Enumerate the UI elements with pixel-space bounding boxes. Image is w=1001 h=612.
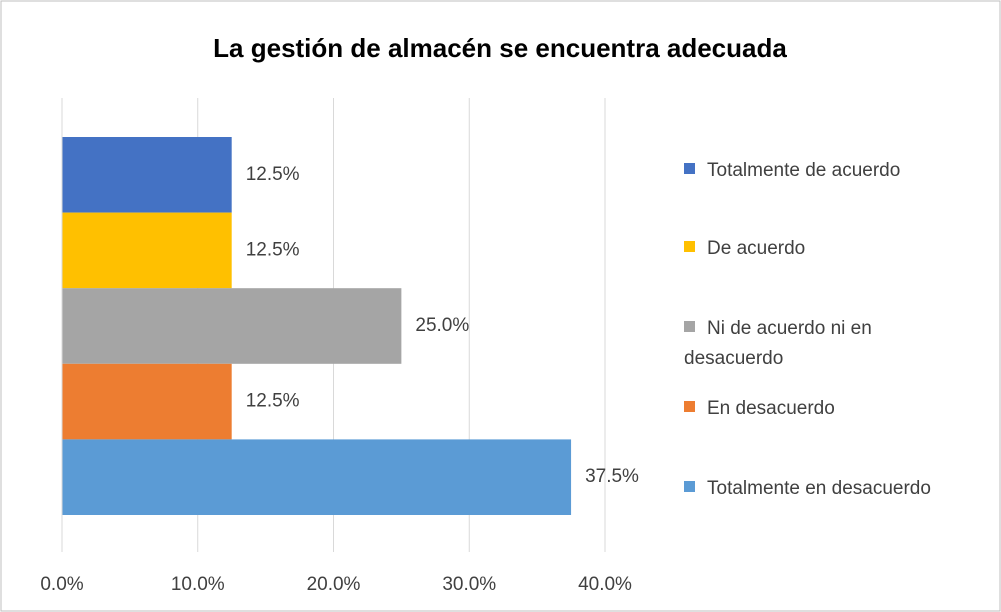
legend-swatch <box>684 321 695 333</box>
data-label: 12.5% <box>246 164 300 185</box>
x-tick-label: 30.0% <box>442 574 496 595</box>
data-label: 12.5% <box>246 239 300 260</box>
legend-item: Totalmente en desacuerdo <box>684 474 964 504</box>
legend-label: En desacuerdo <box>707 398 835 419</box>
bar <box>62 137 232 213</box>
data-label: 25.0% <box>415 315 469 336</box>
legend-item: De acuerdo <box>684 234 964 264</box>
chart-title: La gestión de almacén se encuentra adecu… <box>213 33 787 63</box>
data-label: 12.5% <box>246 391 300 412</box>
bar <box>62 363 232 440</box>
legend-item: Ni de acuerdo ni en desacuerdo <box>684 314 964 374</box>
legend-label: Totalmente de acuerdo <box>707 160 901 181</box>
bar <box>62 212 232 289</box>
bar <box>62 439 572 515</box>
data-label: 37.5% <box>585 466 639 487</box>
legend-swatch <box>684 481 695 493</box>
x-tick-label: 20.0% <box>307 574 361 595</box>
legend-item: En desacuerdo <box>684 394 964 424</box>
legend-swatch <box>684 241 695 253</box>
legend-swatch <box>684 163 695 175</box>
legend-label: Ni de acuerdo ni en desacuerdo <box>684 318 872 369</box>
x-tick-label: 0.0% <box>40 574 83 595</box>
legend-swatch <box>684 401 695 413</box>
legend-item: Totalmente de acuerdo <box>684 156 964 186</box>
x-tick-label: 10.0% <box>171 574 225 595</box>
legend-label: De acuerdo <box>707 238 806 259</box>
x-tick-label: 40.0% <box>578 574 632 595</box>
legend-label: Totalmente en desacuerdo <box>707 478 931 499</box>
bar <box>62 288 402 364</box>
